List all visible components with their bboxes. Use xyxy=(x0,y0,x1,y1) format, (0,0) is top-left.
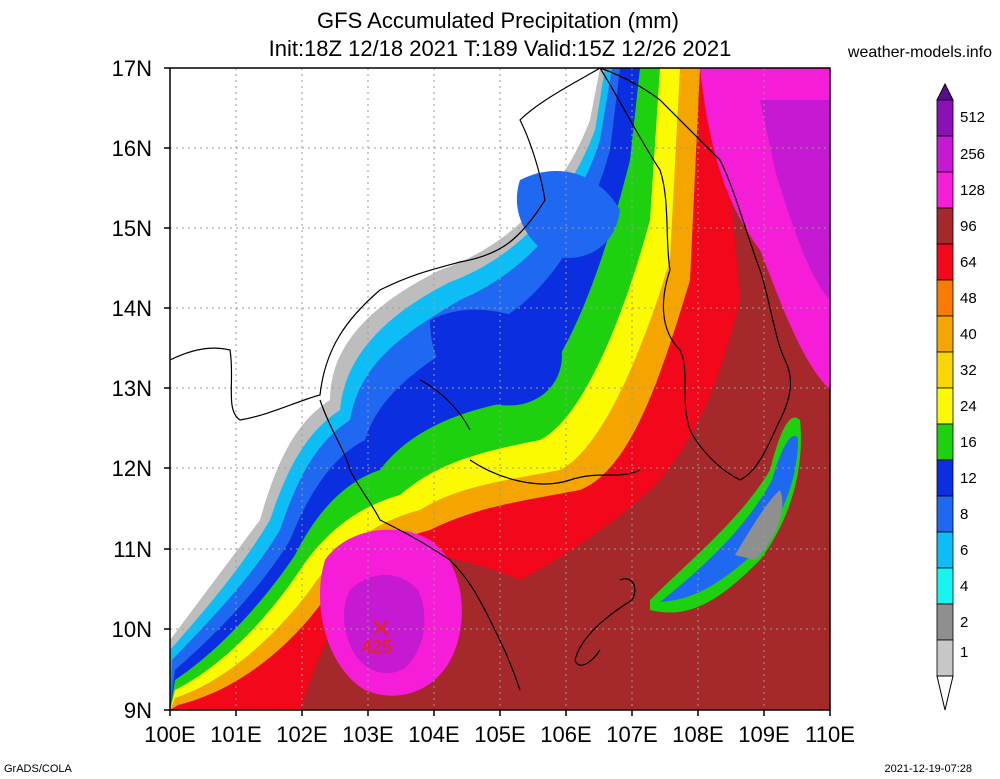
legend-swatch xyxy=(936,567,954,605)
legend-level: 128 xyxy=(960,182,986,199)
lon-label: 100E xyxy=(144,722,196,747)
legend-swatch xyxy=(936,279,954,317)
legend-level: 16 xyxy=(960,434,977,451)
source-label: weather-models.info xyxy=(847,44,992,61)
footer-timestamp: 2021-12-19-07:28 xyxy=(884,763,972,775)
lon-label: 103E xyxy=(342,722,394,747)
lon-label: 105E xyxy=(474,722,526,747)
lat-label: 13N xyxy=(111,376,152,401)
lat-label: 14N xyxy=(111,296,152,321)
title-line-2: Init:18Z 12/18 2021 T:189 Valid:15Z 12/2… xyxy=(268,36,732,61)
legend-level: 64 xyxy=(960,254,977,271)
legend-swatch xyxy=(936,99,954,137)
legend-swatch xyxy=(936,531,954,569)
legend-level: 8 xyxy=(960,506,969,523)
legend-swatch xyxy=(936,495,954,533)
lat-label: 10N xyxy=(111,617,152,642)
legend-swatch xyxy=(936,135,954,173)
legend-swatch xyxy=(936,315,954,353)
legend-swatch xyxy=(936,351,954,389)
lat-label: 9N xyxy=(123,698,152,723)
legend-level: 96 xyxy=(960,218,977,235)
lat-label: 16N xyxy=(111,136,152,161)
legend-colorbar xyxy=(936,82,954,711)
legend-level: 40 xyxy=(960,326,977,343)
legend-level: 512 xyxy=(960,109,986,126)
legend-swatch xyxy=(936,603,954,641)
legend-level: 1 xyxy=(960,644,969,661)
borders xyxy=(169,67,791,691)
axis-ticks xyxy=(164,67,831,716)
lon-label: 102E xyxy=(276,722,328,747)
legend-swatch xyxy=(936,207,954,245)
lon-label: 106E xyxy=(540,722,592,747)
legend-level: 4 xyxy=(960,578,969,595)
legend-level: 32 xyxy=(960,362,977,379)
legend-level: 24 xyxy=(960,398,977,415)
legend-level: 6 xyxy=(960,542,969,559)
legend-level: 48 xyxy=(960,290,977,307)
legend-arrow-top xyxy=(936,82,954,101)
lon-label: 109E xyxy=(738,722,790,747)
lat-label: 15N xyxy=(111,216,152,241)
footer-credit: GrADS/COLA xyxy=(4,763,72,775)
legend-swatch xyxy=(936,243,954,281)
precip-field xyxy=(170,68,830,710)
legend-swatch xyxy=(936,459,954,497)
lat-label: 12N xyxy=(111,456,152,481)
legend-level: 12 xyxy=(960,470,977,487)
legend-level: 256 xyxy=(960,146,986,163)
max-marker-label: 425 xyxy=(362,637,393,657)
max-marker xyxy=(373,620,389,636)
legend-swatch xyxy=(936,639,954,677)
lon-label: 110E xyxy=(805,722,855,747)
lat-label: 17N xyxy=(111,56,152,81)
legend-arrow-bottom xyxy=(936,675,954,711)
legend-swatch xyxy=(936,423,954,461)
legend-swatch xyxy=(936,387,954,425)
lat-label: 11N xyxy=(113,537,152,562)
lon-label: 104E xyxy=(408,722,460,747)
title-line-1: GFS Accumulated Precipitation (mm) xyxy=(317,8,679,33)
lon-label: 108E xyxy=(672,722,724,747)
lon-label: 101E xyxy=(210,722,262,747)
legend-level: 2 xyxy=(960,614,969,631)
legend-swatch xyxy=(936,171,954,209)
graticule xyxy=(170,68,830,710)
lon-label: 107E xyxy=(606,722,658,747)
